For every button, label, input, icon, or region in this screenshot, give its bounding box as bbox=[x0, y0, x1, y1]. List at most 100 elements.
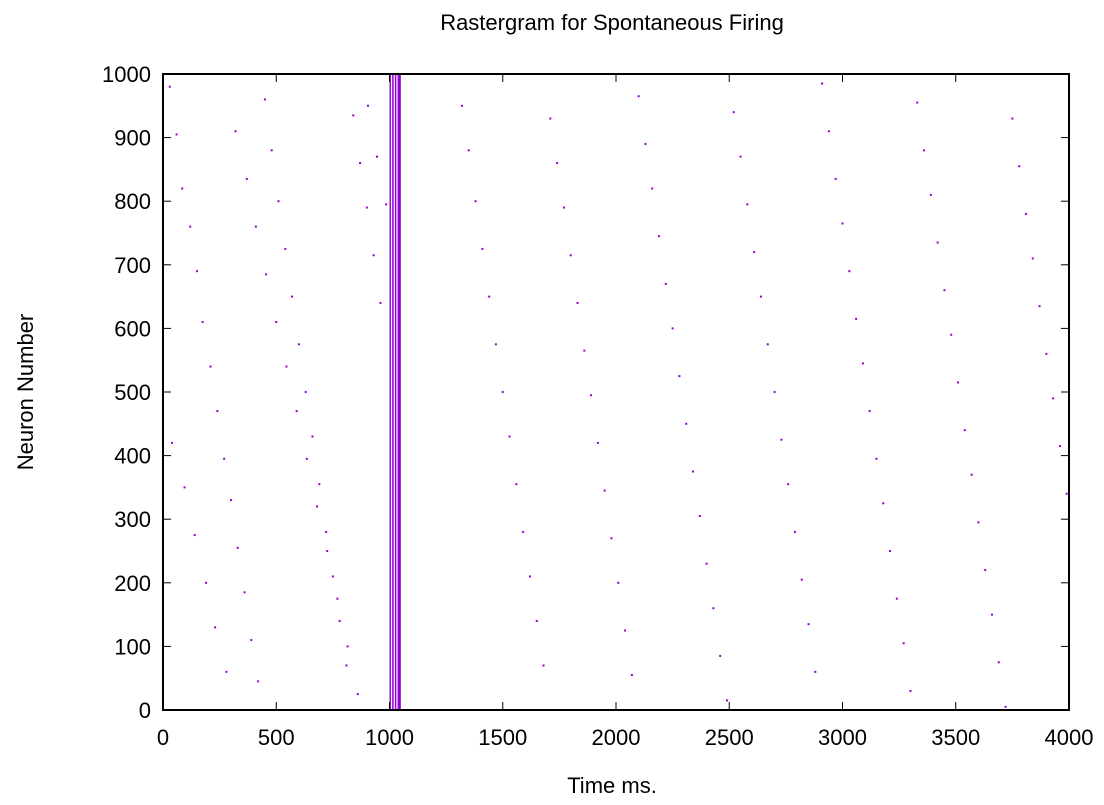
spike-point bbox=[245, 177, 248, 180]
spike-point bbox=[460, 104, 463, 107]
spike-point bbox=[807, 623, 810, 626]
spike-point bbox=[739, 155, 742, 158]
spike-point bbox=[372, 254, 375, 257]
spike-point bbox=[834, 177, 837, 180]
x-tick-label: 0 bbox=[157, 725, 169, 750]
spike-point bbox=[637, 95, 640, 98]
spike-point bbox=[494, 343, 497, 346]
spike-point bbox=[732, 111, 735, 114]
spike-point bbox=[175, 133, 178, 136]
spike-point bbox=[753, 251, 756, 254]
spike-point bbox=[950, 333, 953, 336]
spike-point bbox=[957, 381, 960, 384]
spike-point bbox=[501, 391, 504, 393]
spike-point bbox=[171, 441, 174, 444]
spike-point bbox=[875, 457, 878, 460]
spike-point bbox=[1052, 397, 1055, 400]
spike-point bbox=[603, 489, 606, 492]
spike-point bbox=[275, 321, 278, 324]
spike-point bbox=[467, 149, 470, 152]
spike-point bbox=[225, 670, 228, 673]
spike-point bbox=[535, 619, 538, 622]
spike-point bbox=[827, 130, 830, 133]
spike-point bbox=[305, 457, 308, 460]
spike-point bbox=[223, 457, 226, 460]
spike-point bbox=[214, 626, 217, 629]
spike-point bbox=[277, 200, 280, 203]
spike-point bbox=[712, 607, 715, 610]
spike-point bbox=[624, 629, 627, 632]
spike-point bbox=[338, 619, 341, 622]
spike-point bbox=[304, 391, 307, 393]
y-tick-label: 300 bbox=[114, 507, 151, 532]
x-tick-label: 4000 bbox=[1045, 725, 1094, 750]
spike-point bbox=[895, 597, 898, 600]
spike-point bbox=[311, 435, 314, 438]
spike-point bbox=[658, 235, 661, 238]
spike-point bbox=[685, 422, 688, 425]
spike-point bbox=[522, 530, 525, 533]
spike-point bbox=[265, 273, 268, 276]
spike-point bbox=[1031, 257, 1034, 260]
spike-point bbox=[963, 429, 966, 432]
y-tick-label: 600 bbox=[114, 316, 151, 341]
x-tick-label: 500 bbox=[258, 725, 295, 750]
spike-point bbox=[481, 247, 484, 250]
spike-point bbox=[692, 470, 695, 473]
spike-point bbox=[270, 149, 273, 152]
spike-point bbox=[297, 343, 300, 346]
spike-point bbox=[326, 550, 329, 552]
spike-point bbox=[474, 200, 477, 203]
spike-point bbox=[596, 441, 599, 444]
spike-point bbox=[193, 534, 196, 537]
x-axis-label: Time ms. bbox=[567, 773, 657, 798]
spike-point bbox=[977, 521, 980, 524]
spike-point bbox=[569, 254, 572, 257]
spike-point bbox=[800, 578, 803, 581]
spike-point bbox=[821, 82, 824, 85]
spike-point bbox=[216, 410, 219, 413]
spike-point bbox=[562, 206, 565, 209]
spike-point bbox=[345, 664, 348, 667]
spike-point bbox=[1038, 305, 1041, 308]
spike-point bbox=[651, 187, 654, 190]
spike-point bbox=[984, 569, 987, 572]
x-tick-label: 3000 bbox=[818, 725, 867, 750]
spike-point bbox=[746, 203, 749, 206]
y-tick-label: 700 bbox=[114, 253, 151, 278]
spike-point bbox=[848, 270, 851, 273]
spike-point bbox=[356, 693, 359, 696]
spike-point bbox=[243, 591, 246, 594]
spike-point bbox=[257, 680, 260, 683]
spike-point bbox=[936, 241, 939, 244]
spike-point bbox=[793, 530, 796, 533]
x-tick-label: 1500 bbox=[478, 725, 527, 750]
y-tick-label: 800 bbox=[114, 189, 151, 214]
spike-point bbox=[250, 639, 253, 642]
spike-point bbox=[583, 349, 586, 352]
spike-point bbox=[787, 483, 790, 486]
x-tick-label: 2500 bbox=[705, 725, 754, 750]
y-tick-labels: 0 100 200 300 400 500 600 700 800 900 1000 bbox=[102, 62, 1069, 723]
spike-point bbox=[759, 295, 762, 298]
spike-point bbox=[346, 645, 349, 648]
spike-point bbox=[705, 562, 708, 565]
spike-point bbox=[698, 515, 701, 518]
spike-point bbox=[195, 270, 198, 273]
spike-point bbox=[325, 530, 328, 533]
spike-point bbox=[909, 689, 912, 692]
y-tick-label: 500 bbox=[114, 380, 151, 405]
spike-point bbox=[205, 581, 208, 584]
spike-point bbox=[590, 394, 593, 397]
spike-point bbox=[923, 149, 926, 152]
dense-firing-band bbox=[389, 74, 401, 710]
spike-point bbox=[336, 597, 339, 600]
x-tick-labels: 0 500 1000 1500 2000 2500 3000 3500 4000 bbox=[157, 74, 1094, 750]
spike-point bbox=[889, 550, 892, 552]
spike-point bbox=[168, 85, 171, 88]
spike-point bbox=[542, 664, 545, 667]
spike-point bbox=[664, 282, 667, 285]
spike-point bbox=[773, 391, 776, 393]
y-tick-label: 900 bbox=[114, 126, 151, 151]
